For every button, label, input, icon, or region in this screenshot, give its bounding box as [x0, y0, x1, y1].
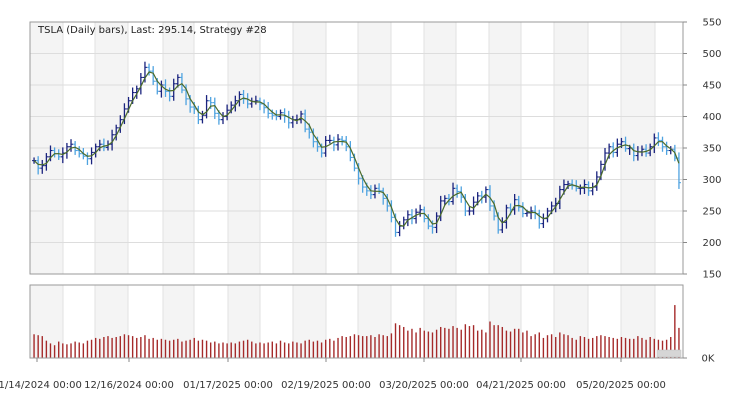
price-tick-label: 300	[702, 175, 721, 186]
time-tick-label: 05/20/2025 00:00	[576, 380, 666, 391]
ohlc-bar	[414, 208, 419, 224]
price-tick-label: 400	[702, 112, 721, 123]
ohlc-bar	[331, 136, 336, 152]
time-tick-label: 11/14/2024 00:00	[0, 380, 82, 391]
volume-band	[424, 285, 456, 358]
ohlc-bar	[114, 124, 119, 141]
volume-panel-border	[29, 284, 684, 359]
ohlc-bar	[101, 138, 106, 152]
time-tick-label: 04/21/2025 00:00	[476, 380, 566, 391]
scrollbar-thumb[interactable]	[656, 349, 682, 358]
ohlc-bar	[40, 159, 45, 174]
ohlc-bar	[270, 109, 275, 120]
ohlc-bar	[200, 110, 205, 124]
ohlc-bar	[516, 195, 521, 212]
ohlc-bar	[163, 79, 168, 97]
moving-average-line	[33, 71, 680, 227]
chart-title: TSLA (Daily bars), Last: 295.14, Strateg…	[37, 25, 267, 36]
ohlc-bar	[418, 204, 423, 217]
ohlc-bar	[537, 209, 542, 229]
ohlc-bar	[578, 184, 583, 195]
ohlc-bar	[212, 97, 217, 120]
price-tick-label: 550	[702, 18, 721, 29]
ohlc-bar	[455, 184, 460, 198]
ohlc-bar	[77, 146, 82, 158]
ohlc-bar	[623, 136, 628, 152]
ohlc-bar	[664, 141, 669, 155]
time-tick-label: 12/16/2024 00:00	[84, 380, 174, 391]
ohlc-bars	[32, 61, 681, 237]
time-tick-label: 02/19/2025 00:00	[281, 380, 371, 391]
price-tick-label: 200	[702, 238, 721, 249]
ohlc-bar	[327, 134, 332, 144]
ohlc-bar	[409, 209, 414, 225]
ohlc-bar	[36, 156, 41, 175]
volume-axis-ticks: 400000K200000K0K	[683, 354, 715, 365]
ohlc-bar	[459, 186, 464, 203]
ohlc-bar	[69, 139, 74, 152]
ohlc-bar	[442, 195, 447, 206]
ohlc-bar	[44, 153, 49, 171]
ohlc-bar	[611, 142, 616, 158]
ohlc-bar	[159, 80, 164, 98]
ohlc-bar	[566, 180, 571, 189]
ohlc-bar	[381, 187, 386, 205]
ohlc-bar	[504, 204, 509, 229]
ohlc-bar	[467, 206, 472, 216]
volume-band	[521, 285, 554, 358]
ohlc-bar	[257, 97, 262, 111]
ohlc-bar	[594, 171, 599, 191]
ohlc-bar	[451, 182, 456, 205]
ohlc-bar	[471, 196, 476, 215]
ohlc-bar	[204, 95, 209, 119]
time-tick-label: 01/17/2025 00:00	[183, 380, 273, 391]
time-axis-ticks: 11/14/2024 00:00 12/16/2024 00:00 01/17/20…	[0, 358, 666, 391]
ohlc-bar	[586, 181, 591, 196]
price-tick-label: 500	[702, 49, 721, 60]
ohlc-bar	[151, 66, 156, 85]
ohlc-bar	[225, 104, 230, 121]
ohlc-bar	[110, 129, 115, 151]
ohlc-bar	[430, 220, 435, 234]
ohlc-bar	[422, 206, 427, 223]
volume-tick-label: 0K	[702, 354, 715, 365]
ohlc-bar	[660, 136, 665, 152]
ohlc-bar	[184, 84, 189, 106]
ohlc-bar	[656, 132, 661, 147]
volume-bars	[33, 305, 680, 358]
ohlc-bar	[147, 63, 152, 76]
ohlc-bar	[644, 144, 649, 157]
price-tick-label: 350	[702, 144, 721, 155]
time-tick-label: 03/20/2025 00:00	[379, 380, 469, 391]
ohlc-bar	[340, 136, 345, 146]
ohlc-bar	[344, 136, 349, 152]
ohlc-bar	[97, 139, 102, 152]
ohlc-bar	[73, 141, 78, 155]
price-axis-ticks: 550 500 450 400 350 300 250 200 150	[683, 18, 722, 281]
price-tick-label: 450	[702, 81, 721, 92]
ohlc-bar	[134, 85, 139, 99]
price-tick-label: 250	[702, 207, 721, 218]
price-tick-label: 150	[702, 270, 721, 281]
ohlc-bar	[336, 134, 341, 151]
volume-band	[554, 285, 588, 358]
